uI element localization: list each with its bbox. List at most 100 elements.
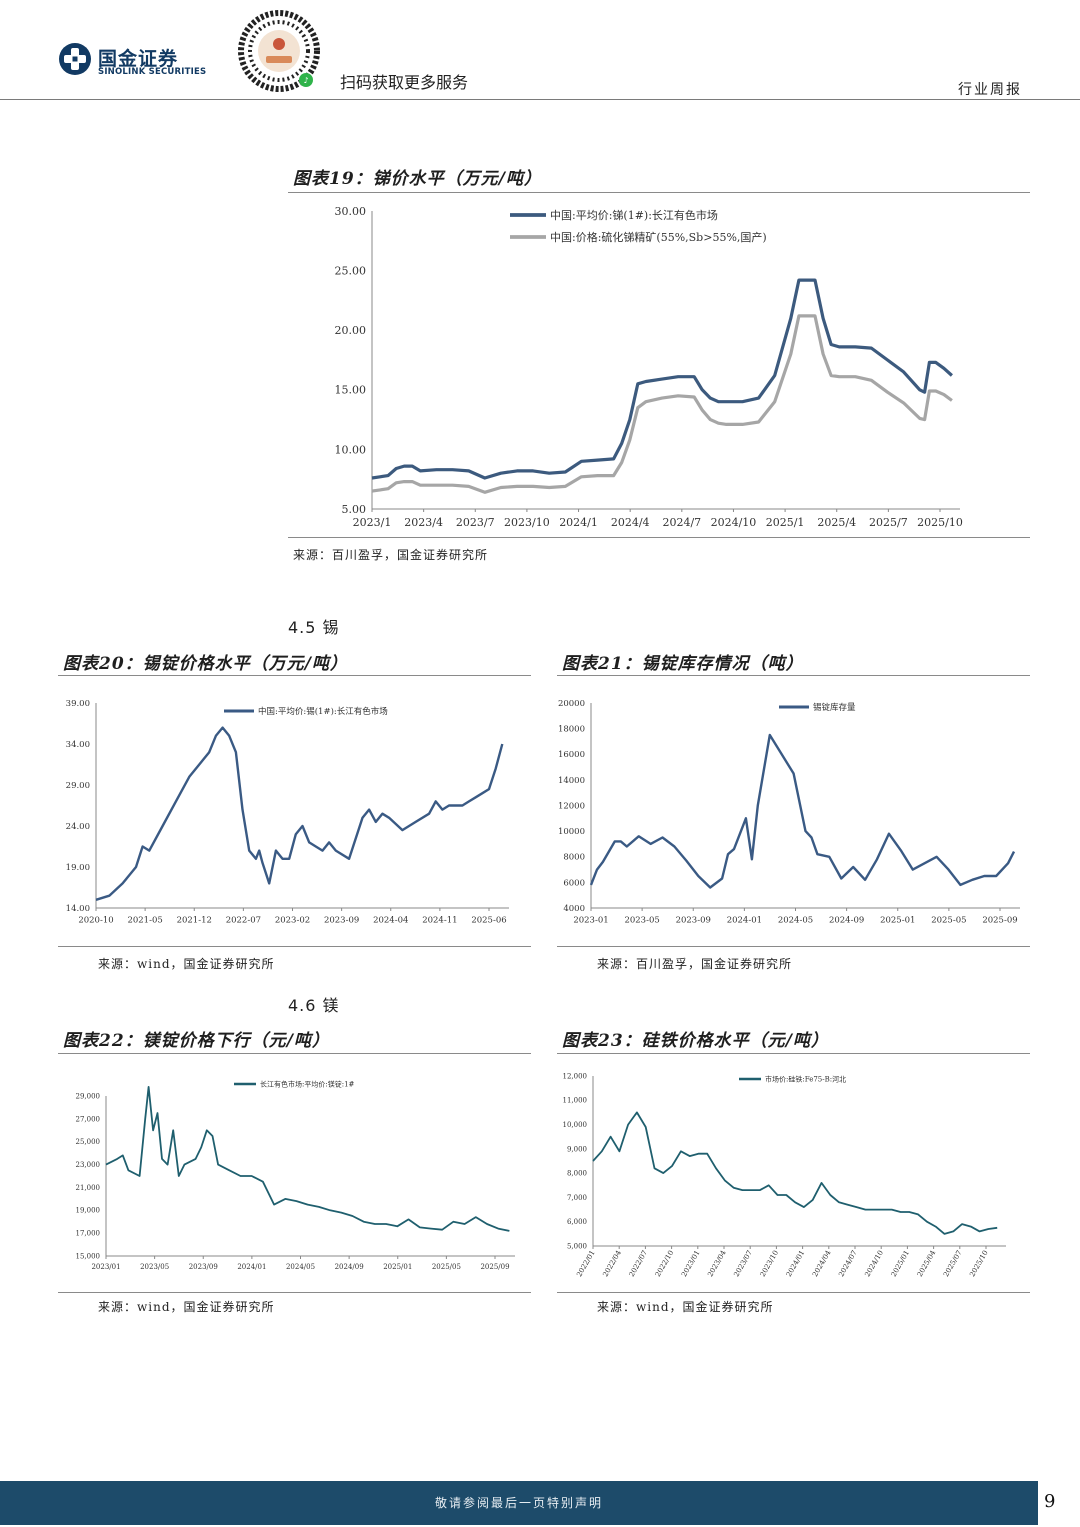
y-tick-label: 9,000	[567, 1145, 587, 1153]
y-tick-label: 6,000	[567, 1218, 587, 1226]
chart-fig22: 15,000 17,000 19,000 21,000 23,000 25,000 27,0…	[76, 1079, 515, 1271]
x-tick-label: 2023/1	[353, 516, 392, 529]
y-tick-label: 20000	[558, 699, 585, 709]
x-tick-label: 2024/01	[785, 1249, 806, 1278]
figure-20-top-rule	[58, 675, 531, 676]
y-tick-label: 16000	[558, 750, 585, 760]
x-tick-label: 2022/01	[575, 1249, 596, 1278]
series-line	[592, 1111, 998, 1235]
x-tick-label: 2025/05	[432, 1263, 461, 1271]
x-tick-label: 2024/4	[611, 516, 650, 529]
figure-21-top-rule	[557, 675, 1030, 676]
x-tick-label: 2025-05	[931, 916, 966, 926]
scan-for-services-text: 扫码获取更多服务	[340, 73, 469, 92]
x-tick-label: 2024/07	[837, 1249, 858, 1278]
figure-19-title: 图表19：锑价水平（万元/吨）	[293, 169, 542, 189]
x-tick-label: 2023/01	[680, 1249, 701, 1278]
y-tick-label: 23,000	[76, 1161, 101, 1169]
figure-23-bottom-rule	[557, 1292, 1030, 1293]
footer-band	[0, 1481, 1038, 1525]
x-tick-label: 2023/10	[759, 1249, 780, 1278]
x-tick-label: 2023-05	[624, 916, 659, 926]
figure-23-top-rule	[557, 1053, 1030, 1054]
chart-fig23: 5,000 6,000 7,000 8,000 9,000 10,000 11,000 12,…	[563, 1072, 1006, 1279]
x-tick-label: 2022/10	[654, 1249, 675, 1278]
y-tick-label: 7,000	[567, 1194, 587, 1202]
y-tick-label: 11,000	[563, 1097, 588, 1105]
x-tick-label: 2021-05	[127, 916, 162, 926]
x-tick-label: 2025-01	[880, 916, 915, 926]
x-tick-label: 2020-10	[78, 916, 113, 926]
legend-label: 中国:平均价:锑(1#):长江有色市场	[550, 208, 718, 222]
figure-19-source: 来源：百川盈孚，国金证券研究所	[293, 548, 489, 562]
figure-21-source: 来源：百川盈孚，国金证券研究所	[597, 957, 793, 971]
legend-label: 中国:价格:硫化锑精矿(55%,Sb>55%,国产)	[550, 230, 767, 244]
x-tick-label: 2024-09	[829, 916, 864, 926]
y-tick-label: 10.00	[335, 443, 367, 456]
x-tick-label: 2024/05	[286, 1263, 315, 1271]
y-tick-label: 17,000	[76, 1230, 101, 1238]
x-tick-label: 2024/09	[335, 1263, 364, 1271]
x-tick-label: 2025/4	[817, 516, 856, 529]
page-header: 国金证券 SINOLINK SECURITIES ♪ 扫码获取更多服务 行业周报	[0, 0, 1080, 100]
y-tick-label: 8000	[563, 853, 585, 863]
sinolink-logo-icon	[59, 43, 91, 75]
header-divider	[0, 99, 1080, 100]
y-tick-label: 5,000	[567, 1242, 587, 1250]
series-line	[589, 733, 1016, 889]
x-tick-label: 2024/10	[711, 516, 757, 529]
figure-22-source: 来源：wind，国金证券研究所	[98, 1300, 275, 1314]
y-tick-label: 39.00	[66, 699, 90, 709]
y-tick-label: 20.00	[335, 324, 367, 337]
brand-name-en: SINOLINK SECURITIES	[98, 67, 207, 77]
x-tick-label: 2023/10	[504, 516, 550, 529]
x-tick-label: 2025/01	[383, 1263, 412, 1271]
x-tick-label: 2024-04	[373, 916, 408, 926]
chart-fig20: 14.00 19.00 24.00 29.00 34.00 39.00 2020-10 202…	[66, 699, 509, 926]
x-tick-label: 2025-06	[471, 916, 506, 926]
x-tick-label: 2023/04	[706, 1249, 728, 1279]
y-tick-label: 14.00	[66, 904, 90, 914]
qr-code-icon[interactable]: ♪	[236, 8, 322, 94]
page-number: 9	[1044, 1491, 1056, 1512]
x-tick-label: 2025/01	[890, 1249, 911, 1278]
x-tick-label: 2023/01	[91, 1263, 120, 1271]
series-line	[105, 1085, 510, 1232]
y-tick-label: 27,000	[76, 1115, 101, 1123]
figure-22-title: 图表22：镁锭价格下行（元/吨）	[63, 1031, 330, 1051]
y-tick-label: 4000	[563, 904, 585, 914]
x-tick-label: 2023/09	[189, 1263, 218, 1271]
y-tick-label: 12,000	[563, 1072, 588, 1080]
chart-fig19: 5.00 10.00 15.00 20.00 25.00 30.00 2023/1 2023/…	[335, 205, 963, 529]
x-tick-label: 2024-11	[422, 916, 457, 926]
x-tick-label: 2025/1	[766, 516, 805, 529]
y-tick-label: 15.00	[335, 384, 367, 397]
series-line	[95, 726, 504, 901]
series-line	[371, 278, 953, 480]
x-tick-label: 2025/04	[916, 1249, 938, 1279]
figure-19-bottom-rule	[288, 537, 1030, 538]
y-tick-label: 29,000	[76, 1092, 101, 1100]
x-tick-label: 2024/7	[662, 516, 701, 529]
x-tick-label: 2024/01	[237, 1263, 266, 1271]
x-tick-label: 2023-01	[573, 916, 608, 926]
x-tick-label: 2025/09	[480, 1263, 509, 1271]
x-tick-label: 2025/10	[968, 1249, 989, 1278]
y-tick-label: 19.00	[66, 863, 90, 873]
y-tick-label: 34.00	[66, 740, 90, 750]
x-tick-label: 2025/7	[869, 516, 908, 529]
figure-21-title: 图表21：锡锭库存情况（吨）	[562, 654, 804, 674]
y-tick-label: 12000	[558, 801, 585, 811]
figure-23-title: 图表23：硅铁价格水平（元/吨）	[562, 1031, 829, 1051]
x-tick-label: 2025/10	[917, 516, 963, 529]
x-tick-label: 2024/10	[863, 1249, 884, 1278]
brand-name-cn: 国金证券	[98, 48, 179, 70]
y-tick-label: 19,000	[76, 1207, 101, 1215]
y-tick-label: 10000	[558, 827, 585, 837]
y-tick-label: 21,000	[76, 1184, 101, 1192]
figure-22-top-rule	[58, 1053, 531, 1054]
x-tick-label: 2023-09	[324, 916, 359, 926]
y-tick-label: 25.00	[335, 264, 367, 277]
x-tick-label: 2023-02	[275, 916, 310, 926]
x-tick-label: 2025/07	[942, 1249, 963, 1278]
